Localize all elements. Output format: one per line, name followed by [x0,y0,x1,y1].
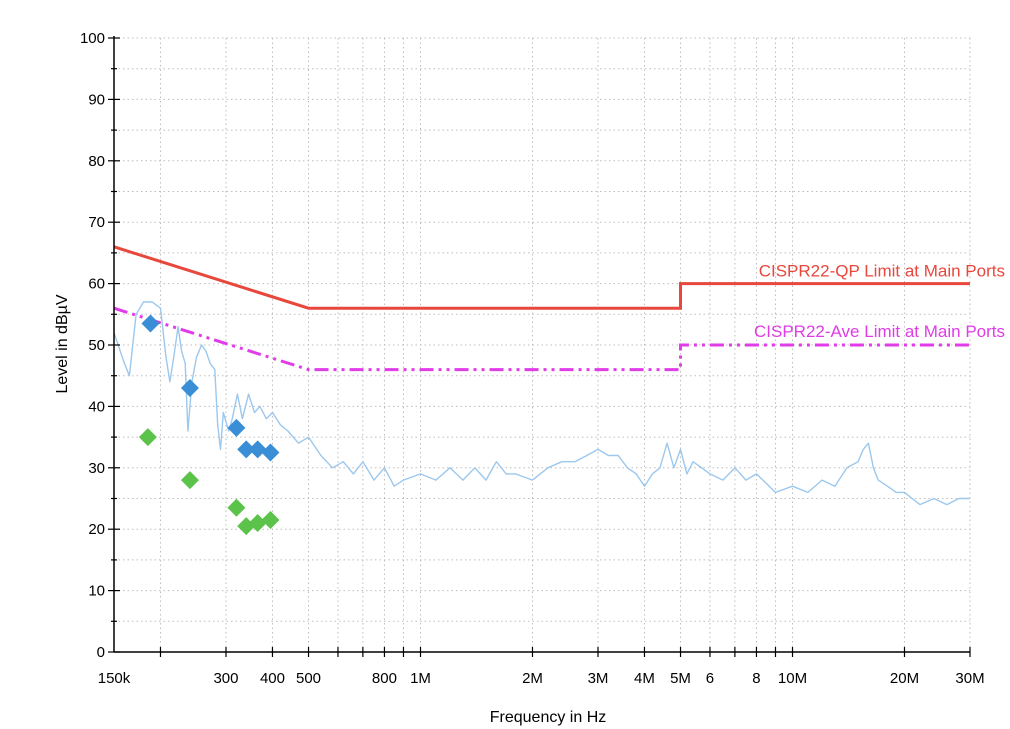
x-tick-label: 4M [634,670,655,687]
y-tick-label: 70 [88,214,105,231]
x-tick-label: 800 [372,670,397,687]
x-tick-label: 400 [260,670,285,687]
qp-marker [180,378,199,397]
x-tick-label: 3M [588,670,609,687]
average-marker [227,498,246,517]
spectrum-layer [113,301,970,506]
x-tick-label: 1M [410,670,431,687]
y-tick-label: 60 [88,276,105,293]
x-tick-label: 150k [98,670,131,687]
tick-labels: 0 10 20 30 40 50 60 70 80 90 100 150k 300 400 500 800 1M… [80,30,985,687]
qp-marker [141,314,160,333]
x-tick-label: 30M [955,670,984,687]
y-tick-label: 10 [88,583,105,600]
x-tick-label: 500 [296,670,321,687]
average-marker [180,471,199,490]
qp-limit-line [113,245,970,310]
x-tick-label: 8 [752,670,760,687]
x-axis-title: Frequency in Hz [490,709,607,726]
y-tick-label: 30 [88,460,105,477]
x-tick-label: 5M [670,670,691,687]
average-marker [138,428,157,447]
y-tick-label: 40 [88,398,105,415]
x-tick-label: 2M [522,670,543,687]
x-tick-label: 300 [213,670,238,687]
y-tick-label: 0 [97,644,105,661]
y-tick-label: 100 [80,30,105,47]
average-marker [261,510,280,529]
y-tick-label: 50 [88,337,105,354]
qp-marker [227,418,246,437]
axes [108,36,971,657]
y-axis-title: Level in dBµV [54,294,71,393]
y-tick-label: 80 [88,153,105,170]
y-tick-label: 20 [88,521,105,538]
qp-marker [237,440,256,459]
qp-marker [248,440,267,459]
x-tick-label: 6 [706,670,714,687]
x-tick-label: 20M [890,670,919,687]
limit-layer [113,245,970,372]
qp-limit-label: CISPR22-QP Limit at Main Ports [759,262,1005,281]
average-marker [248,514,267,533]
y-tick-label: 90 [88,91,105,108]
spectrum-trace [113,301,970,506]
limit-annotations: CISPR22-QP Limit at Main Ports CISPR22-Av… [754,262,1005,341]
x-tick-label: 10M [778,670,807,687]
marker-layer [138,314,280,536]
ave-limit-label: CISPR22-Ave Limit at Main Ports [754,322,1005,341]
qp-marker [261,443,280,462]
